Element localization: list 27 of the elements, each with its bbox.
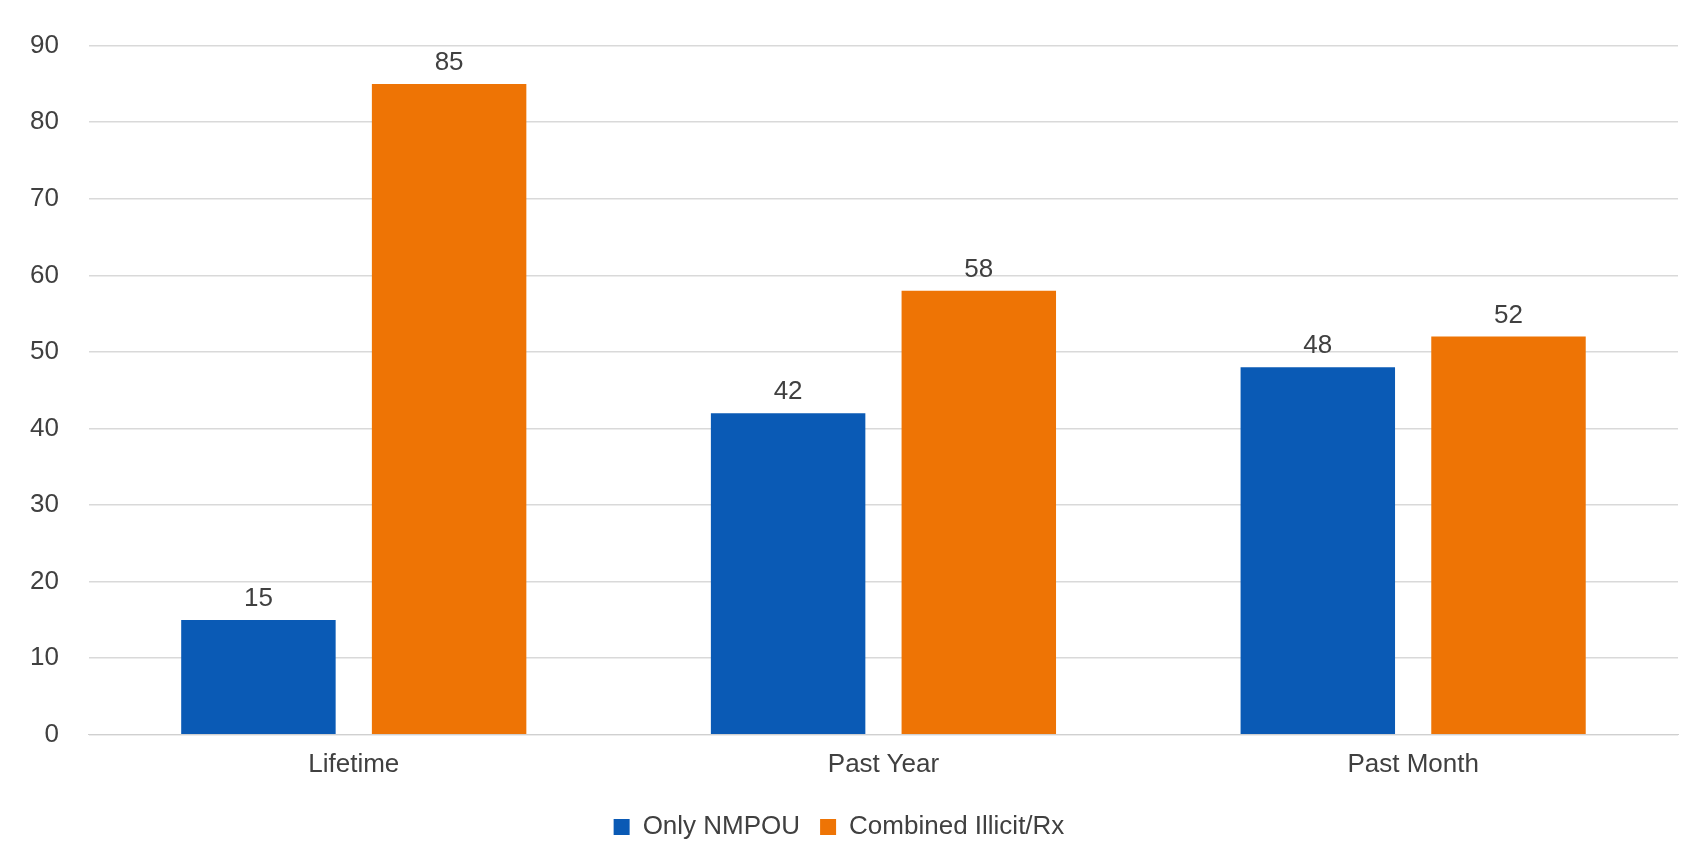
legend-label: Only NMPOU — [642, 810, 801, 841]
bar — [710, 413, 866, 735]
y-tick-label: 60 — [30, 258, 59, 289]
bar — [181, 619, 336, 735]
y-tick-label: 90 — [30, 28, 59, 59]
data-label: 85 — [434, 46, 464, 77]
y-tick-label: 0 — [44, 717, 59, 748]
bar — [1431, 336, 1586, 735]
bar — [901, 290, 1057, 735]
x-tick-label: Past Year — [827, 747, 940, 778]
bar — [371, 83, 527, 735]
x-tick-label: Lifetime — [308, 747, 400, 778]
y-tick-label: 70 — [30, 181, 59, 212]
bar — [1240, 367, 1396, 735]
y-tick-label: 40 — [30, 411, 59, 442]
data-label: 52 — [1494, 298, 1523, 329]
x-tick-label: Past Month — [1347, 747, 1479, 778]
y-tick-label: 50 — [30, 335, 59, 366]
data-label: 15 — [243, 582, 273, 613]
y-tick-label: 10 — [30, 641, 59, 672]
data-label: 58 — [964, 252, 994, 283]
y-tick-label: 30 — [30, 488, 59, 519]
data-label: 42 — [773, 375, 803, 406]
y-tick-label: 20 — [30, 564, 59, 595]
y-tick-label: 80 — [30, 105, 59, 136]
data-label: 48 — [1303, 329, 1333, 360]
legend-label: Combined Illicit/Rx — [849, 810, 1065, 841]
